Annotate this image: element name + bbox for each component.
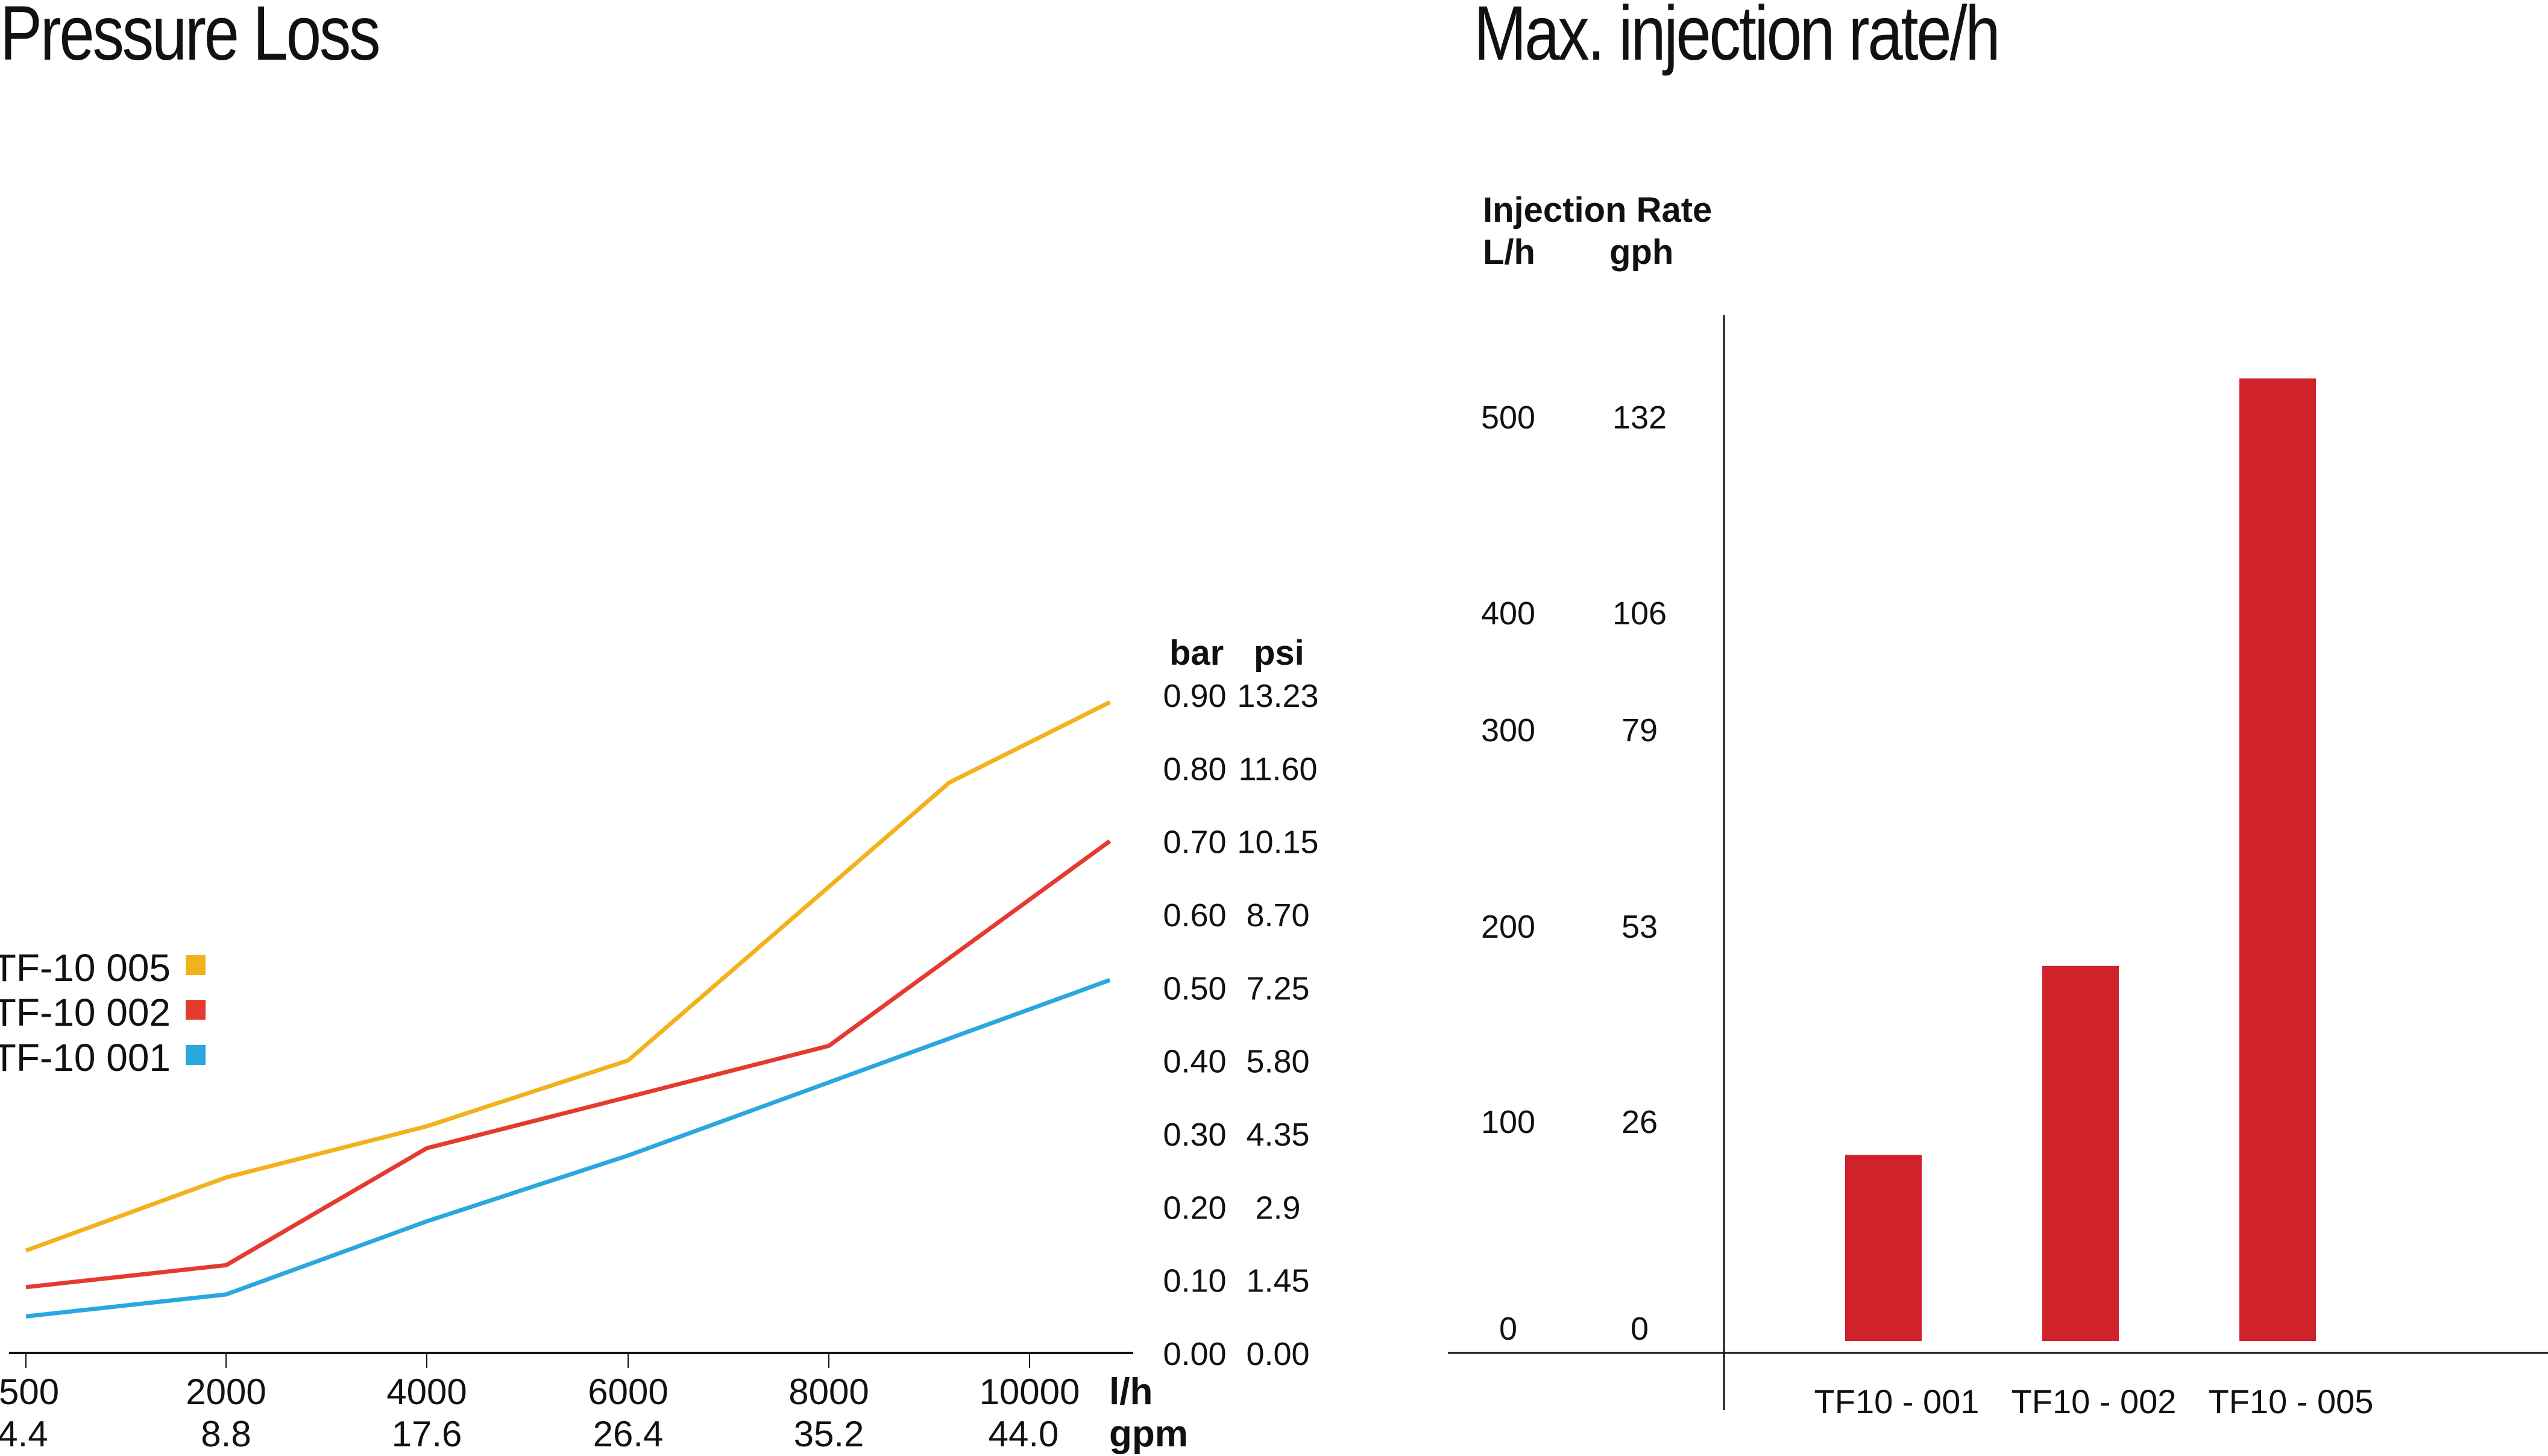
bar-tf10-005: [2239, 378, 2316, 1341]
y-tick-label-secondary: 10.15: [1237, 824, 1318, 861]
y-tick-label: 0.90: [1163, 678, 1226, 714]
y-tick-label: 0.70: [1163, 824, 1226, 861]
y-tick-label-secondary: 79: [1622, 712, 1658, 748]
y-tick-label-secondary: 0.00: [1246, 1336, 1309, 1372]
y-unit-primary: bar: [1169, 633, 1224, 673]
x-tick-label: 2000: [186, 1372, 266, 1412]
x-tick-label-secondary: 8.8: [201, 1414, 251, 1454]
x-tick-label-secondary: 17.6: [392, 1414, 462, 1454]
y-tick-label-secondary: 106: [1612, 595, 1667, 632]
y-tick-label: 0.10: [1163, 1263, 1226, 1299]
x-tick-label: 500: [0, 1372, 59, 1412]
y-tick-label: 0.20: [1163, 1190, 1226, 1226]
y-tick-label-secondary: 5.80: [1246, 1044, 1309, 1080]
pressure-loss-title: Pressure Loss: [0, 0, 381, 77]
y-tick-label-secondary: 53: [1622, 909, 1658, 945]
x-tick-label-secondary: 4.4: [0, 1414, 48, 1454]
y-tick-label: 0: [1499, 1311, 1517, 1347]
x-unit-primary: l/h: [1109, 1371, 1153, 1413]
legend-label: TF-10 001: [0, 1036, 171, 1079]
y-tick-label-secondary: 26: [1622, 1104, 1658, 1140]
y-tick-label: 0.60: [1163, 897, 1226, 934]
y-tick-label-secondary: 13.23: [1237, 678, 1318, 714]
y-tick-label: 300: [1481, 712, 1535, 748]
y-tick-label: 0.30: [1163, 1117, 1226, 1153]
x-tick-label: 6000: [588, 1372, 668, 1412]
y-tick-label-secondary: 2.9: [1255, 1190, 1300, 1226]
series-line-tf-10-001: [25, 977, 1111, 1319]
x-tick-label-secondary: 26.4: [593, 1414, 664, 1454]
x-tick-label: 8000: [788, 1372, 869, 1412]
y-tick-label-secondary: 7.25: [1246, 970, 1309, 1006]
y-axis-title: Injection Rate: [1483, 190, 1712, 230]
legend-swatch-icon: [186, 1000, 206, 1020]
y-tick-label: 200: [1481, 909, 1535, 945]
x-category-label: TF10 - 001: [1814, 1382, 1980, 1420]
x-category-label: TF10 - 005: [2209, 1382, 2374, 1420]
y-tick-label: 500: [1481, 400, 1535, 436]
y-unit-secondary: gph: [1609, 233, 1673, 272]
series-line-tf-10-005: [25, 700, 1111, 1253]
y-unit-secondary: psi: [1254, 633, 1304, 673]
x-tick-label: 10000: [980, 1372, 1080, 1412]
x-tick-label: 4000: [386, 1372, 467, 1412]
y-tick-label: 0.00: [1163, 1336, 1226, 1372]
x-tick-label-secondary: 35.2: [794, 1414, 864, 1454]
legend-label: TF-10 002: [0, 991, 171, 1034]
legend-swatch-icon: [186, 955, 206, 975]
y-tick-label: 100: [1481, 1104, 1535, 1140]
injection-rate-title: Max. injection rate/h: [1474, 0, 2001, 77]
x-unit-secondary: gpm: [1109, 1413, 1188, 1455]
series-line-tf-10-002: [25, 839, 1112, 1290]
y-tick-label-secondary: 8.70: [1246, 897, 1309, 934]
legend-swatch-icon: [186, 1045, 206, 1065]
y-tick-label: 0.80: [1163, 751, 1226, 787]
y-tick-label-secondary: 1.45: [1246, 1263, 1309, 1299]
bar-tf10-001: [1845, 1155, 1922, 1341]
y-tick-label: 0.40: [1163, 1044, 1226, 1080]
y-tick-label-secondary: 11.60: [1238, 751, 1317, 787]
x-tick-label-secondary: 44.0: [989, 1414, 1059, 1454]
bar-tf10-002: [2042, 965, 2119, 1341]
y-tick-label-secondary: 132: [1612, 400, 1667, 436]
y-tick-label: 0.50: [1163, 970, 1226, 1006]
x-category-label: TF10 - 002: [2012, 1382, 2177, 1420]
legend-label: TF-10 005: [0, 946, 171, 990]
y-tick-label-secondary: 4.35: [1246, 1117, 1309, 1153]
y-tick-label: 400: [1481, 595, 1535, 632]
y-unit-primary: L/h: [1483, 233, 1535, 272]
y-tick-label-secondary: 0: [1631, 1311, 1649, 1347]
